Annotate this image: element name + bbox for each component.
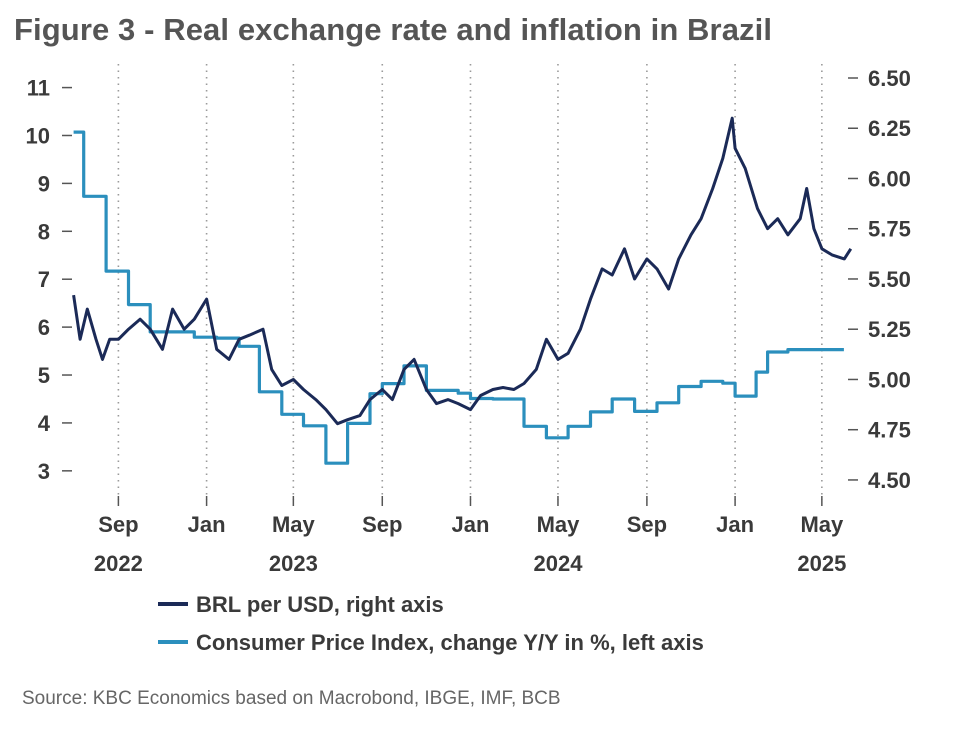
axes [62,77,858,506]
y-left-tick-label-7: 10 [26,123,50,148]
y-left-tick-label-3: 6 [38,315,50,340]
x-tick-label-8: May [800,512,844,537]
y-right-tick-label-3: 5.25 [868,317,911,342]
legend-label-brl: BRL per USD, right axis [196,592,444,617]
legend-item-cpi: Consumer Price Index, change Y/Y in %, l… [158,630,704,656]
x-tick-label-2: May [272,512,316,537]
x-tick-label-1: Jan [188,512,226,537]
x-year-label-0: 2022 [94,551,143,576]
x-tick-label-7: Jan [716,512,754,537]
y-left-tick-label-0: 3 [38,459,50,484]
series-line-cpi [73,130,844,465]
legend-swatch-cpi [158,640,188,645]
x-year-label-3: 2025 [797,551,846,576]
x-tick-label-6: Sep [627,512,667,537]
legend-swatch-brl [158,602,188,607]
y-left-tick-label-2: 5 [38,363,50,388]
grid-lines [117,64,823,500]
y-right-tick-label-6: 6.00 [868,166,911,191]
series-line-brl [72,116,853,426]
y-right-tick-label-1: 4.75 [868,418,911,443]
x-tick-label-4: Jan [452,512,490,537]
y-right-tick-label-8: 6.50 [868,66,911,91]
series-lines [72,116,853,465]
y-right-tick-label-0: 4.50 [868,468,911,493]
chart-title: Figure 3 - Real exchange rate and inflat… [14,12,773,47]
tick-labels: Sep Jan May Sep Jan May Sep Jan May 2022 2023 2024 2… [26,66,911,576]
y-right-tick-label-2: 5.00 [868,367,911,392]
source-note: Source: KBC Economics based on Macrobond… [22,688,561,709]
y-left-tick-label-6: 9 [38,171,50,196]
y-left-tick-label-8: 11 [27,76,50,101]
x-tick-label-3: Sep [362,512,402,537]
legend-label-cpi: Consumer Price Index, change Y/Y in %, l… [196,630,704,655]
x-year-label-2: 2024 [533,551,583,576]
line-chart: Sep Jan May Sep Jan May Sep Jan May 2022 2023 2024 2… [26,64,911,576]
x-year-label-1: 2023 [269,551,318,576]
x-tick-label-0: Sep [98,512,138,537]
y-right-tick-label-5: 5.75 [868,217,911,242]
x-tick-label-5: May [537,512,581,537]
legend-item-brl: BRL per USD, right axis [158,592,444,618]
y-right-tick-label-4: 5.50 [868,267,911,292]
y-left-tick-label-4: 7 [38,267,50,292]
y-right-tick-label-7: 6.25 [868,116,911,141]
y-left-tick-label-5: 8 [38,219,50,244]
y-left-tick-label-1: 4 [38,411,51,436]
